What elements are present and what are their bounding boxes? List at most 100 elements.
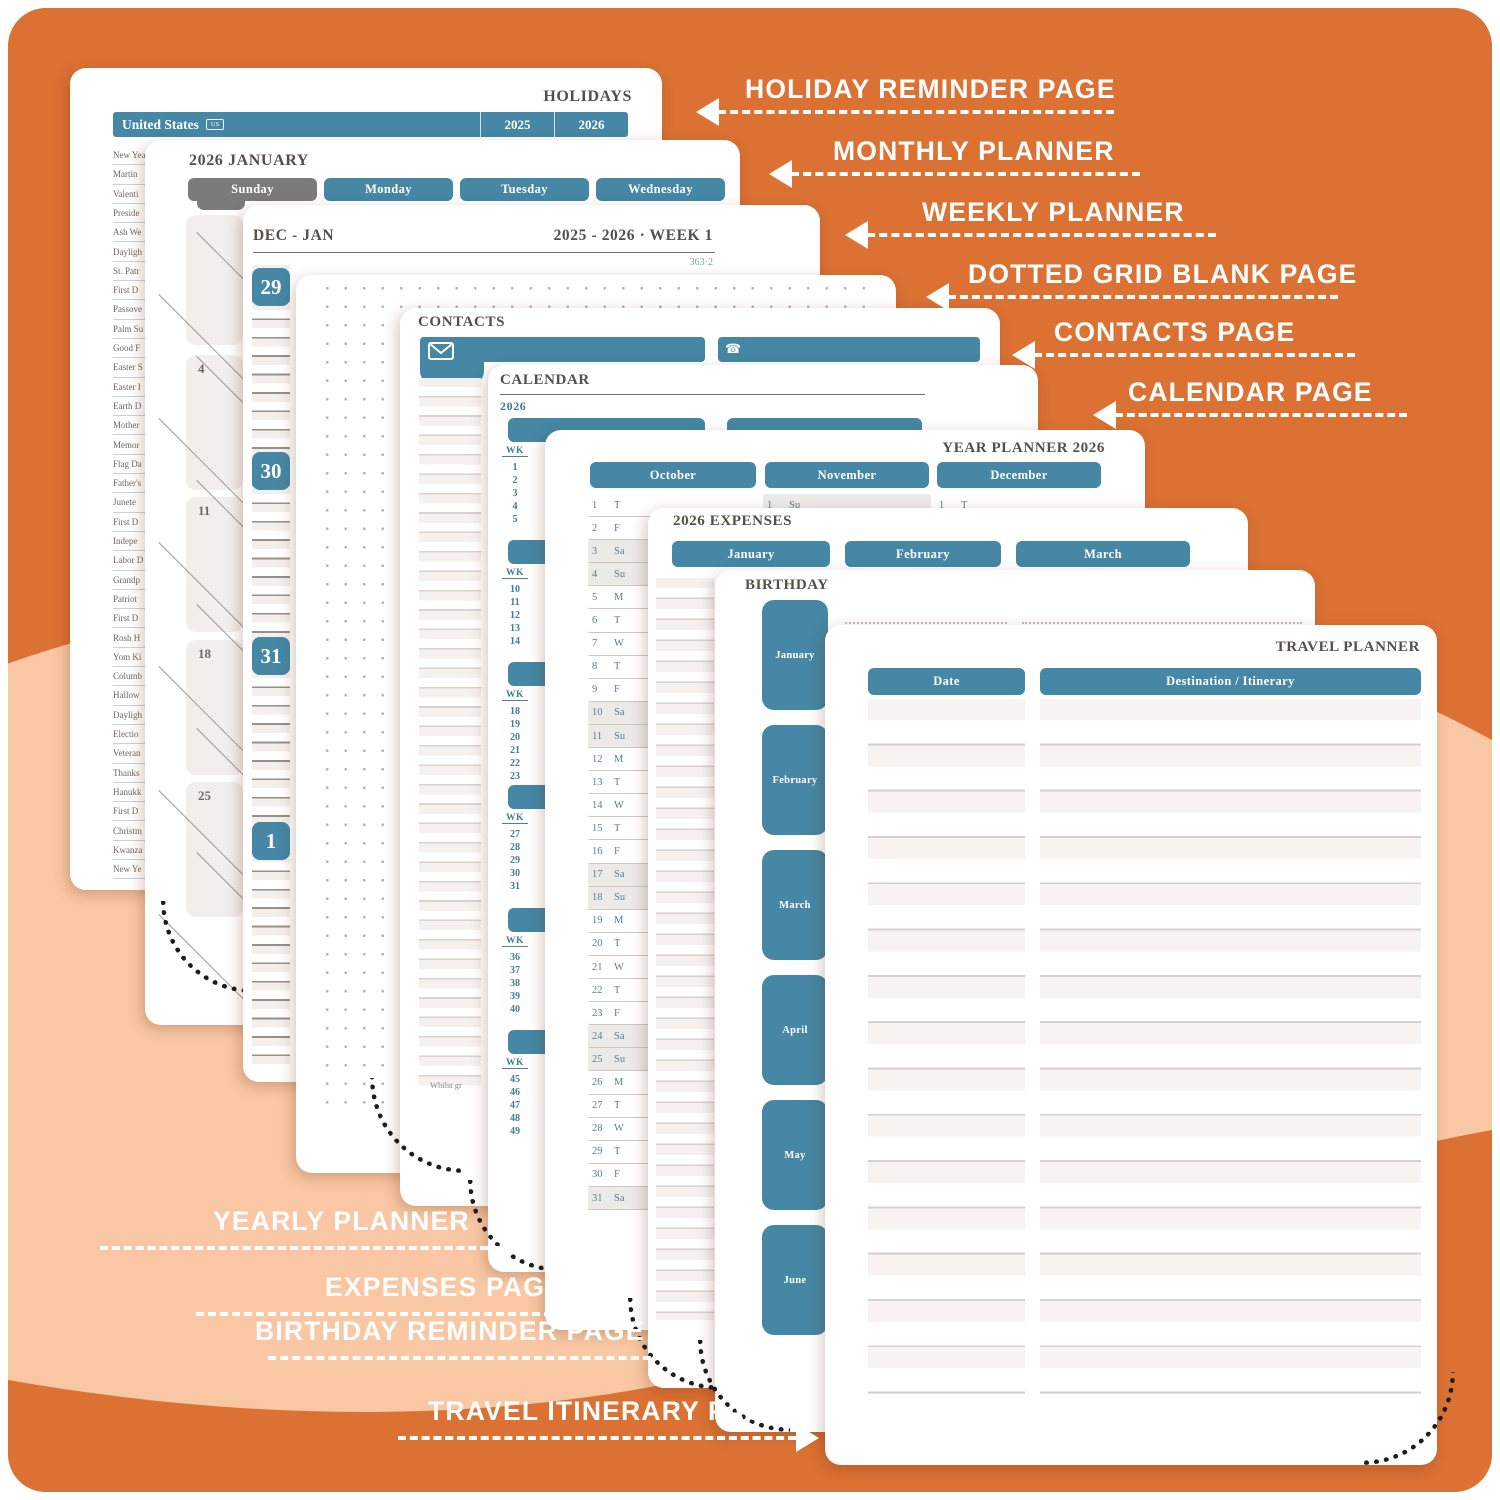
yp-day-number: 24 xyxy=(592,1030,603,1042)
expenses-title: 2026 EXPENSES xyxy=(673,513,793,529)
yp-day-number: 1 xyxy=(939,499,945,511)
week-start-cell: 4 xyxy=(186,355,243,490)
yp-weekday-letter: M xyxy=(614,915,624,927)
yp-day-number: 6 xyxy=(592,615,598,627)
calendar-wk-label: WK xyxy=(502,446,528,457)
yp-month-november: November xyxy=(765,462,929,488)
yp-weekday-letter: Sa xyxy=(614,1030,625,1042)
year-tab-2025: 2025 xyxy=(480,112,554,137)
expenses-month-january: January xyxy=(672,541,830,567)
yp-day-number: 14 xyxy=(592,799,603,811)
calendar-week-numbers: 1 2 3 4 5 xyxy=(512,462,518,525)
arrow-right-icon xyxy=(675,1344,698,1372)
weekly-title-right: 2025 - 2026 · WEEK 1 xyxy=(553,227,713,244)
yp-day-number: 19 xyxy=(592,915,603,927)
yp-weekday-letter: Su xyxy=(789,499,801,511)
label-contacts-page: CONTACTS PAGE xyxy=(1054,317,1296,347)
yp-weekday-letter: W xyxy=(614,638,624,650)
yp-day-number: 1 xyxy=(592,499,598,511)
yp-day-number: 10 xyxy=(592,707,603,719)
birthday-month-february: February xyxy=(762,725,828,835)
yp-day-number: 4 xyxy=(592,568,598,580)
yp-day-number: 27 xyxy=(592,1100,603,1112)
arrow-right-icon xyxy=(500,1234,523,1262)
yp-weekday-letter: M xyxy=(614,1077,624,1089)
travel-date-rows xyxy=(868,699,1025,1394)
yp-day-number: 26 xyxy=(592,1077,603,1089)
yp-weekday-letter: Su xyxy=(614,892,626,904)
contacts-lined-strip xyxy=(419,378,481,1094)
yp-day-number: 8 xyxy=(592,661,598,673)
yp-month-december: December xyxy=(937,462,1101,488)
yp-weekday-letter: T xyxy=(614,1146,621,1158)
label-dashed-line xyxy=(268,1356,675,1360)
yp-weekday-letter: M xyxy=(614,753,624,765)
yp-day-number: 31 xyxy=(592,1192,603,1204)
expenses-lined-strip xyxy=(656,578,714,1320)
birthday-month-march: March xyxy=(762,850,828,960)
weekly-day-of-year: 363·2 xyxy=(689,257,713,268)
yp-day-number: 29 xyxy=(592,1146,603,1158)
country-name: United States xyxy=(122,116,199,132)
calendar-wk-label: WK xyxy=(502,690,528,701)
label-travel-itinerary-page: TRAVEL ITINERARY PAGE xyxy=(428,1396,786,1426)
yp-day-number: 1 xyxy=(767,499,773,511)
calendar-title: CALENDAR xyxy=(500,372,590,388)
holidays-page-title: HOLIDAYS xyxy=(543,88,632,105)
contacts-footnote: Whilst gr xyxy=(430,1080,462,1090)
yp-weekday-letter: F xyxy=(614,1007,620,1019)
travel-destination-header: Destination / Itinerary xyxy=(1040,668,1421,695)
calendar-week-numbers: 36 37 38 39 40 xyxy=(510,952,520,1015)
arrow-left-icon xyxy=(696,98,719,126)
day-header-wednesday: Wednesday xyxy=(596,178,725,201)
yp-weekday-letter: T xyxy=(614,822,621,834)
arrow-left-icon xyxy=(926,283,949,311)
label-yearly-planner: YEARLY PLANNER xyxy=(213,1206,470,1236)
arrow-left-icon xyxy=(1012,341,1035,369)
birthday-month-june: June xyxy=(762,1225,828,1335)
label-expenses-page: EXPENSES PAGE xyxy=(325,1272,564,1302)
yp-day-number: 16 xyxy=(592,846,603,858)
yp-weekday-letter: F xyxy=(614,684,620,696)
yp-day-number: 12 xyxy=(592,753,603,765)
holidays-country-bar: United States US 2025 2026 xyxy=(113,112,628,137)
country-flag-badge: US xyxy=(205,119,225,130)
arrow-right-icon xyxy=(600,1300,623,1328)
yp-month-october: October xyxy=(590,462,756,488)
yp-weekday-letter: T xyxy=(614,661,621,673)
calendar-wk-label: WK xyxy=(502,813,528,824)
contacts-title: CONTACTS xyxy=(418,314,506,330)
birthday-month-april: April xyxy=(762,975,828,1085)
yp-weekday-letter: W xyxy=(614,961,624,973)
contacts-email-tab xyxy=(420,337,484,385)
yp-day-number: 18 xyxy=(592,892,603,904)
weekly-day-number: 1 xyxy=(252,822,290,860)
yp-weekday-letter: Su xyxy=(614,730,626,742)
year-tab-2026: 2026 xyxy=(554,112,628,137)
yp-weekday-letter: Su xyxy=(614,1053,626,1065)
label-dashed-line xyxy=(1034,353,1355,357)
birthday-month-may: May xyxy=(762,1100,828,1210)
yp-weekday-letter: T xyxy=(614,776,621,788)
weekly-day-number: 31 xyxy=(252,637,290,675)
weekly-day-number: 30 xyxy=(252,452,290,490)
yp-day-number: 28 xyxy=(592,1123,603,1135)
birthday-dashed-line xyxy=(1022,622,1302,624)
yp-day-number: 17 xyxy=(592,869,603,881)
yp-weekday-letter: Sa xyxy=(614,1192,625,1204)
yp-day-number: 2 xyxy=(592,522,598,534)
expenses-month-february: February xyxy=(845,541,1001,567)
yp-day-number: 21 xyxy=(592,961,603,973)
arrow-left-icon xyxy=(845,221,868,249)
day-header-tuesday: Tuesday xyxy=(460,178,589,201)
calendar-year: 2026 xyxy=(500,399,527,413)
yp-weekday-letter: T xyxy=(614,499,621,511)
label-dashed-line xyxy=(398,1436,796,1440)
phone-icon: ☎ xyxy=(725,341,742,356)
yp-weekday-letter: T xyxy=(961,499,968,511)
poster-canvas: HOLIDAYS United States US 2025 2026 New … xyxy=(8,8,1492,1492)
week-start-cell: 18 xyxy=(186,640,243,775)
yp-weekday-letter: F xyxy=(614,846,620,858)
calendar-rule xyxy=(500,394,925,395)
yp-day-number: 15 xyxy=(592,822,603,834)
